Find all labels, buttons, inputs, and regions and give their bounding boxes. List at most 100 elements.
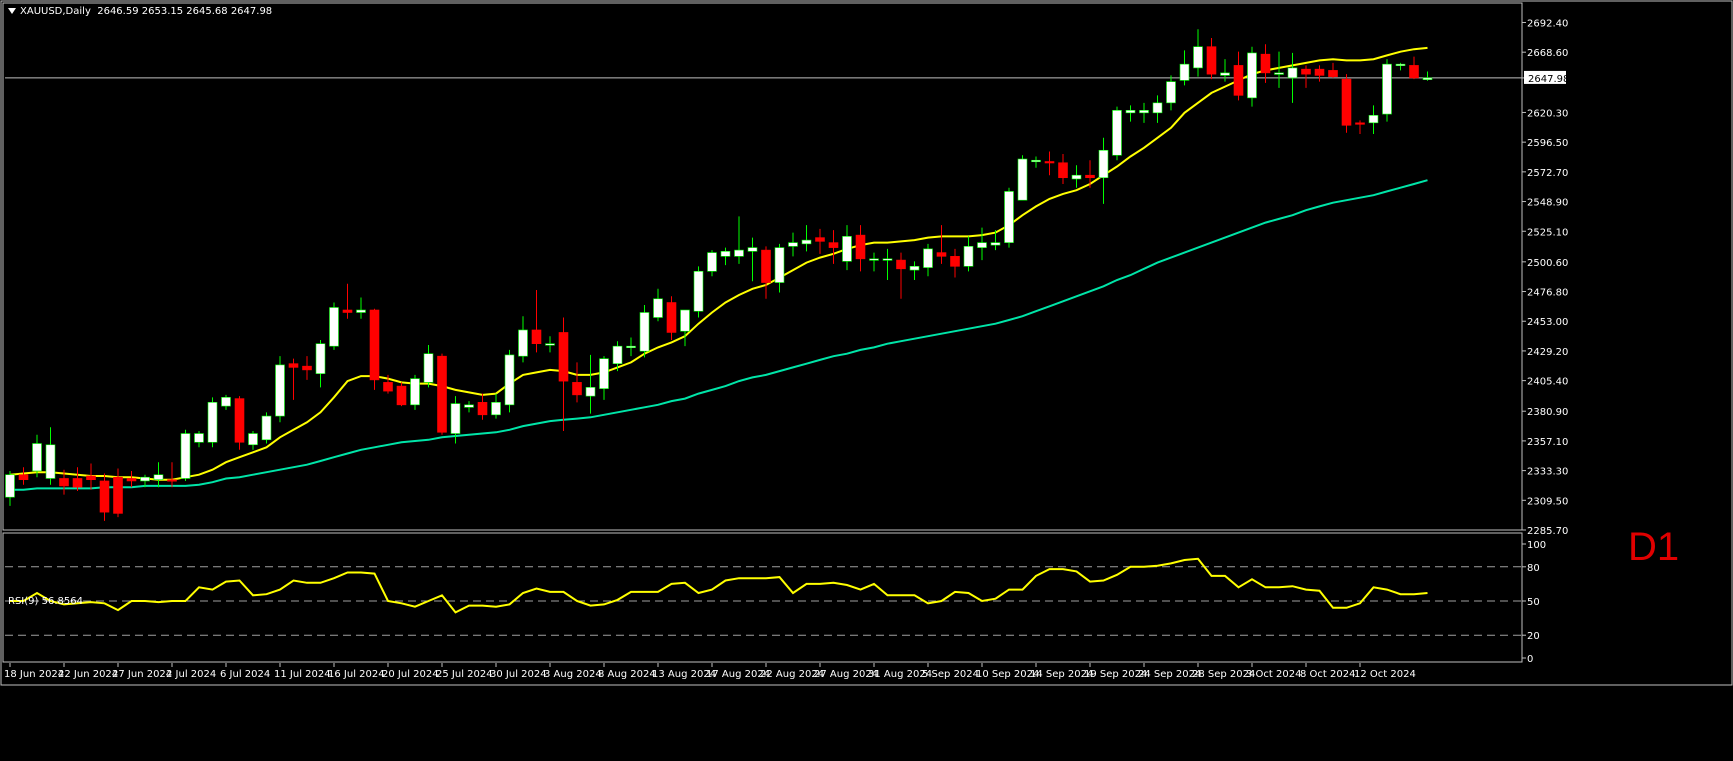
time-axis-label: 22 Jun 2024: [58, 669, 118, 680]
time-axis-label: 19 Sep 2024: [1084, 669, 1147, 680]
candle-body: [1004, 191, 1014, 243]
time-axis-label: 13 Aug 2024: [652, 669, 716, 680]
rsi-label: RSI(9) 56.8564: [8, 596, 83, 607]
candle-body: [248, 433, 258, 446]
candle-body: [599, 358, 609, 389]
current-price-tag: [1524, 70, 1566, 84]
price-axis-label: 2333.30: [1527, 467, 1568, 478]
candle-body: [639, 312, 650, 352]
candle-body: [788, 242, 798, 247]
candle-body: [180, 433, 191, 479]
candle-body: [207, 402, 218, 443]
price-axis-label: 2500.60: [1527, 258, 1568, 269]
candle-body: [1071, 174, 1082, 180]
price-axis-label: 2668.60: [1527, 48, 1568, 59]
candle-body: [1220, 72, 1230, 76]
candle-body: [1193, 46, 1203, 69]
candle-body: [194, 433, 204, 443]
candle-body: [234, 398, 245, 443]
price-axis-label: 2380.90: [1527, 407, 1568, 418]
candle-body: [909, 266, 920, 271]
candle-body: [1139, 110, 1149, 114]
candle-body: [491, 402, 501, 416]
candle-body: [666, 302, 677, 333]
candle-body: [423, 353, 434, 383]
candle-body: [801, 239, 812, 245]
candle-body: [113, 476, 123, 514]
candle-body: [1287, 67, 1298, 79]
candle-body: [1355, 122, 1365, 125]
time-axis-label: 11 Jul 2024: [274, 669, 331, 680]
candle-body: [774, 247, 785, 283]
time-axis-label: 17 Aug 2024: [706, 669, 770, 680]
candle-body: [464, 404, 474, 408]
time-axis-label: 18 Jun 2024: [4, 669, 64, 680]
price-axis-label: 2357.10: [1527, 437, 1568, 448]
candle-body: [1274, 72, 1284, 75]
candle-body: [990, 242, 1001, 246]
candle-body: [680, 309, 690, 332]
time-axis-label: 25 Jul 2024: [436, 669, 493, 680]
candle-body: [977, 242, 987, 248]
window-frame: [0, 0, 1733, 686]
candle-body: [1260, 53, 1271, 74]
candle-body: [1368, 115, 1379, 124]
ma-fast-line: [9, 46, 1428, 481]
rsi-axis-label: 0: [1527, 654, 1533, 665]
candle-body: [99, 480, 110, 513]
candle-body: [1341, 78, 1352, 126]
candle-body: [747, 247, 758, 252]
candle-body: [504, 354, 515, 406]
time-axis-label: 8 Aug 2024: [598, 669, 656, 680]
time-axis-label: 24 Sep 2024: [1138, 669, 1201, 680]
candle-body: [828, 242, 839, 248]
candle-body: [356, 309, 366, 313]
candle-body: [761, 249, 771, 283]
candle-body: [342, 309, 353, 313]
candle-body: [1382, 63, 1392, 115]
time-axis-label: 12 Oct 2024: [1354, 669, 1416, 680]
price-axis-label: 2596.50: [1527, 138, 1568, 149]
rsi-axis-label: 20: [1527, 631, 1540, 642]
candle-body: [1395, 63, 1406, 66]
candle-body: [545, 343, 555, 346]
time-axis-label: 10 Sep 2024: [976, 669, 1039, 680]
time-axis-label: 3 Oct 2024: [1246, 669, 1301, 680]
dropdown-triangle-icon[interactable]: [8, 8, 16, 14]
candle-body: [936, 252, 947, 257]
price-axis-label: 2572.70: [1527, 168, 1568, 179]
candle-body: [1422, 77, 1433, 80]
candle-body: [518, 329, 528, 357]
candle-body: [1179, 63, 1190, 81]
candle-body: [1031, 159, 1041, 163]
candle-body: [221, 397, 231, 407]
ma-slow-line: [10, 179, 1428, 491]
time-axis-label: 22 Aug 2024: [760, 669, 824, 680]
time-axis-label: 3 Aug 2024: [544, 669, 602, 680]
candle-body: [45, 444, 56, 479]
candle-body: [963, 246, 974, 267]
rsi-axis-label: 80: [1527, 563, 1540, 574]
price-axis-label: 2548.90: [1527, 198, 1568, 209]
ohlc-label: 2646.59 2653.15 2645.68 2647.98: [97, 6, 273, 17]
candle-body: [882, 258, 893, 261]
main-panel-frame: [2, 2, 1523, 531]
candle-body: [923, 248, 933, 268]
candle-body: [410, 378, 420, 406]
current-price-label: 2647.98: [1528, 74, 1569, 85]
price-axis-label: 2525.10: [1527, 227, 1568, 238]
candle-body: [1328, 70, 1338, 77]
candle-body: [86, 475, 96, 481]
candle-body: [612, 345, 623, 364]
candle-body: [1247, 52, 1257, 99]
price-axis-label: 2620.30: [1527, 108, 1568, 119]
candle-body: [1125, 110, 1136, 114]
candle-body: [302, 365, 312, 371]
candle-body: [1233, 65, 1244, 96]
time-axis-label: 28 Sep 2024: [1192, 669, 1255, 680]
candle-body: [153, 474, 164, 481]
candle-body: [396, 385, 407, 406]
candle-body: [477, 402, 488, 416]
candle-body: [1112, 110, 1122, 156]
